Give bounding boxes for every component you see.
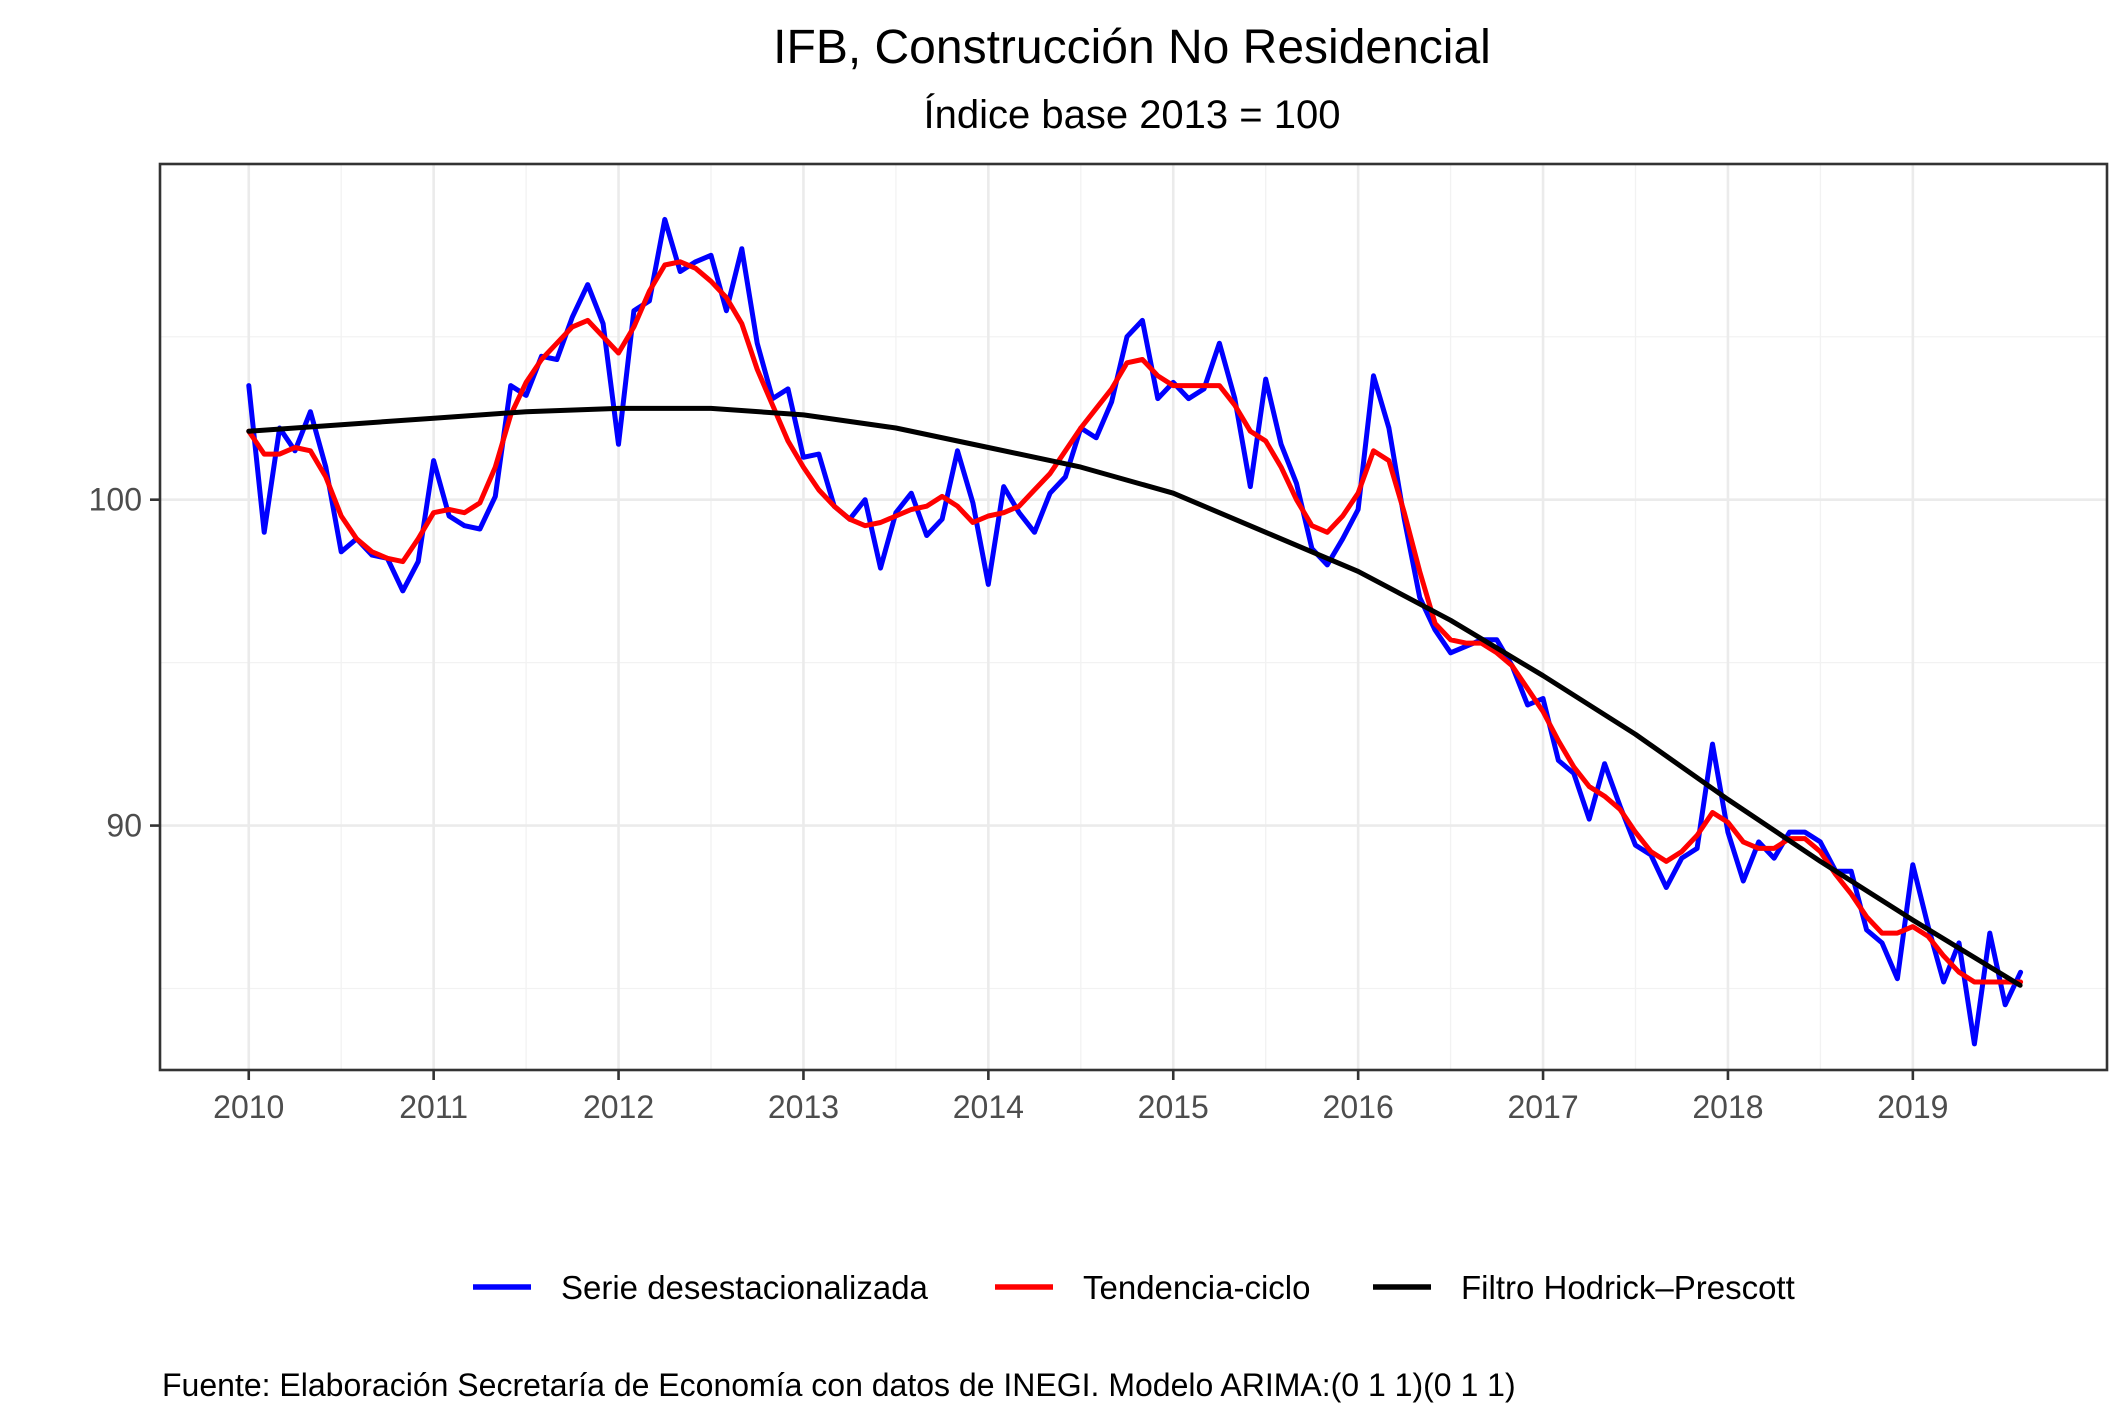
x-tick-label: 2019	[1877, 1089, 1948, 1125]
y-tick-label: 90	[106, 808, 142, 844]
x-tick-label: 2010	[213, 1089, 284, 1125]
legend: Serie desestacionalizada Tendencia-ciclo F…	[473, 1269, 1795, 1306]
plot-background	[160, 164, 2107, 1070]
x-tick-label: 2016	[1323, 1089, 1394, 1125]
x-tick-label: 2014	[953, 1089, 1024, 1125]
plot-area	[158, 162, 2109, 1072]
x-tick-label: 2017	[1507, 1089, 1578, 1125]
series-line-filtro-hodrick-prescott	[246, 405, 2023, 988]
series-line-tendencia-ciclo	[246, 259, 2024, 985]
x-tick-label: 2012	[583, 1089, 654, 1125]
x-axis: 2010 2011 2012 2013 2014 2015 2016 2017 2018 2019	[213, 1070, 1948, 1125]
x-tick-label: 2013	[768, 1089, 839, 1125]
plot-border	[158, 162, 2109, 1072]
grid-minor	[160, 164, 2107, 1070]
chart-caption: Fuente: Elaboración Secretaría de Econom…	[162, 1367, 1516, 1403]
legend-label: Filtro Hodrick–Prescott	[1461, 1269, 1795, 1306]
legend-item-filtro-hodrick-prescott: Filtro Hodrick–Prescott	[1373, 1269, 1795, 1306]
legend-label: Serie desestacionalizada	[561, 1269, 929, 1306]
x-tick-label: 2018	[1692, 1089, 1763, 1125]
chart-subtitle: Índice base 2013 = 100	[923, 92, 1340, 137]
y-axis: 90 100	[89, 482, 160, 844]
x-tick-label: 2011	[399, 1089, 468, 1125]
series-layer	[246, 216, 2024, 1047]
legend-item-serie-desestacionalizada: Serie desestacionalizada	[473, 1269, 929, 1306]
legend-item-tendencia-ciclo: Tendencia-ciclo	[995, 1269, 1310, 1306]
x-tick-label: 2015	[1138, 1089, 1209, 1125]
y-tick-label: 100	[89, 482, 142, 518]
legend-label: Tendencia-ciclo	[1083, 1269, 1310, 1306]
chart-title: IFB, Construcción No Residencial	[773, 21, 1491, 74]
